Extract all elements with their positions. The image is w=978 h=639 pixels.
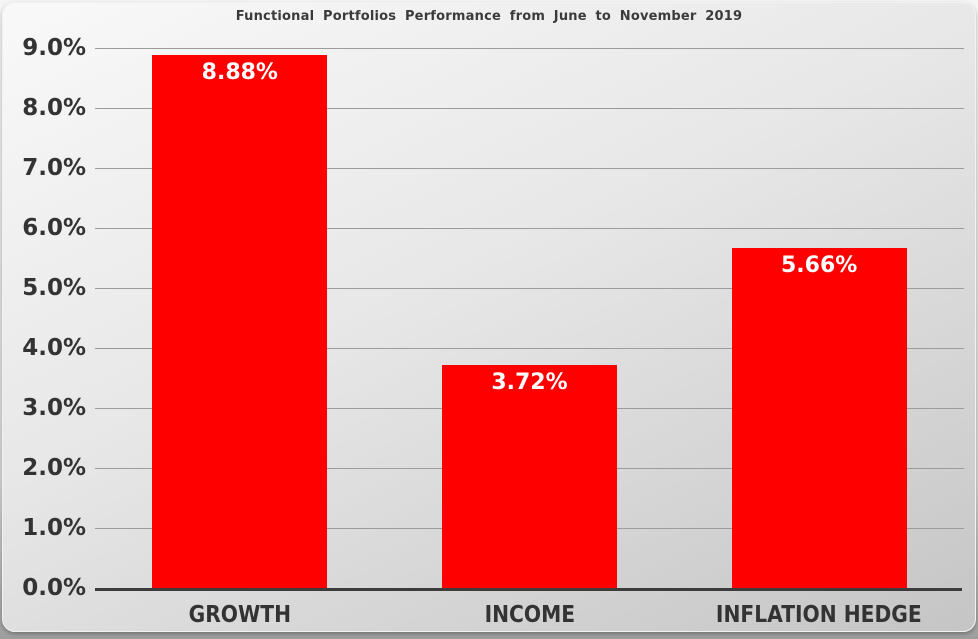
y-axis-tick-label: 2.0% bbox=[22, 455, 86, 481]
gridline bbox=[95, 288, 964, 289]
y-axis-tick-label: 9.0% bbox=[22, 35, 86, 61]
bar-value-label: 5.66% bbox=[780, 253, 858, 279]
x-axis-line bbox=[95, 588, 962, 591]
gridline bbox=[95, 168, 964, 169]
bar-inflation-hedge: 5.66% bbox=[731, 248, 907, 588]
chart-title: Functional Portfolios Performance from J… bbox=[235, 9, 743, 24]
y-axis-tick-label: 5.0% bbox=[22, 275, 86, 301]
gridline bbox=[95, 228, 964, 229]
y-axis-tick-label: 4.0% bbox=[22, 335, 86, 361]
bar-value-label: 8.88% bbox=[201, 60, 278, 86]
bar-growth: 8.88% bbox=[152, 55, 328, 588]
y-axis-tick-label: 7.0% bbox=[22, 155, 86, 181]
x-axis-category-label: INFLATION HEDGE bbox=[716, 602, 923, 628]
gridline bbox=[95, 348, 964, 349]
x-axis-category-label: GROWTH bbox=[188, 602, 292, 628]
y-axis-tick-label: 6.0% bbox=[22, 215, 86, 241]
bar-income: 3.72% bbox=[442, 364, 617, 588]
gridline bbox=[95, 48, 964, 49]
y-axis-tick-label: 0.0% bbox=[22, 575, 86, 601]
y-axis-tick-label: 1.0% bbox=[22, 515, 86, 541]
bar-value-label: 3.72% bbox=[491, 369, 568, 395]
y-axis-tick-label: 3.0% bbox=[22, 395, 86, 421]
gridline bbox=[95, 108, 964, 109]
y-axis-tick-label: 8.0% bbox=[22, 95, 86, 121]
x-axis-category-label: INCOME bbox=[484, 602, 575, 628]
